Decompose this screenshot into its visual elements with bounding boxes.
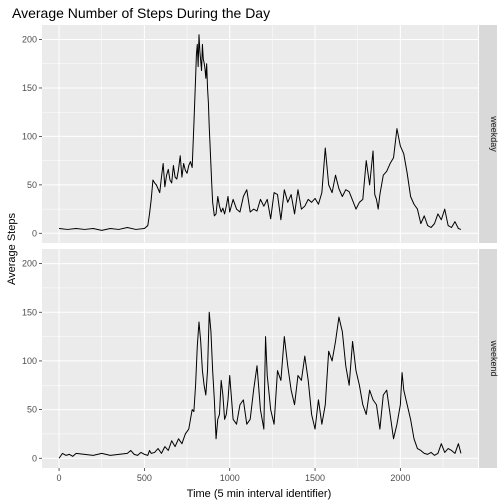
- series-line-weekday: [59, 34, 462, 231]
- y-tick-label: 150: [22, 83, 37, 93]
- x-tick-label: 500: [137, 473, 152, 483]
- y-tick-label: 50: [27, 405, 37, 415]
- y-tick-label: 100: [22, 131, 37, 141]
- facet-strip: [479, 249, 497, 468]
- y-tick-label: 0: [32, 453, 37, 463]
- y-tick-label: 200: [22, 35, 37, 45]
- y-tick-label: 100: [22, 356, 37, 366]
- x-tick-label: 1500: [305, 473, 325, 483]
- chart-title: Average Number of Steps During the Day: [12, 5, 270, 21]
- x-tick-label: 0: [57, 473, 62, 483]
- x-tick-label: 2000: [390, 473, 410, 483]
- panel-background: [42, 25, 478, 243]
- y-axis-title: Average Steps: [6, 213, 18, 285]
- facet-strip-label: weekend: [489, 339, 499, 376]
- x-axis: 0 500 1000 1500 2000: [57, 468, 410, 483]
- facet-panel-weekday: 0 50 100 150 200 weekday: [22, 25, 499, 243]
- facet-panel-weekend: 0 50 100 150 200 weekend: [22, 249, 499, 468]
- series-line-weekend: [58, 311, 462, 459]
- y-tick-label: 200: [22, 259, 37, 269]
- facet-strip: [479, 25, 497, 243]
- y-tick-label: 0: [32, 228, 37, 238]
- facet-panels: 0 50 100 150 200 weekday 0 50 100 150 200 weekend 0 5…: [22, 25, 499, 483]
- y-tick-label: 150: [22, 307, 37, 317]
- panel-background: [42, 249, 478, 468]
- facet-strip-label: weekday: [489, 115, 499, 152]
- x-axis-title: Time (5 min interval identifier): [187, 488, 331, 500]
- y-tick-label: 50: [27, 180, 37, 190]
- x-tick-label: 1000: [220, 473, 240, 483]
